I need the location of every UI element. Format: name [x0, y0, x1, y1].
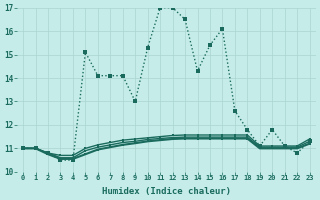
X-axis label: Humidex (Indice chaleur): Humidex (Indice chaleur): [102, 187, 231, 196]
